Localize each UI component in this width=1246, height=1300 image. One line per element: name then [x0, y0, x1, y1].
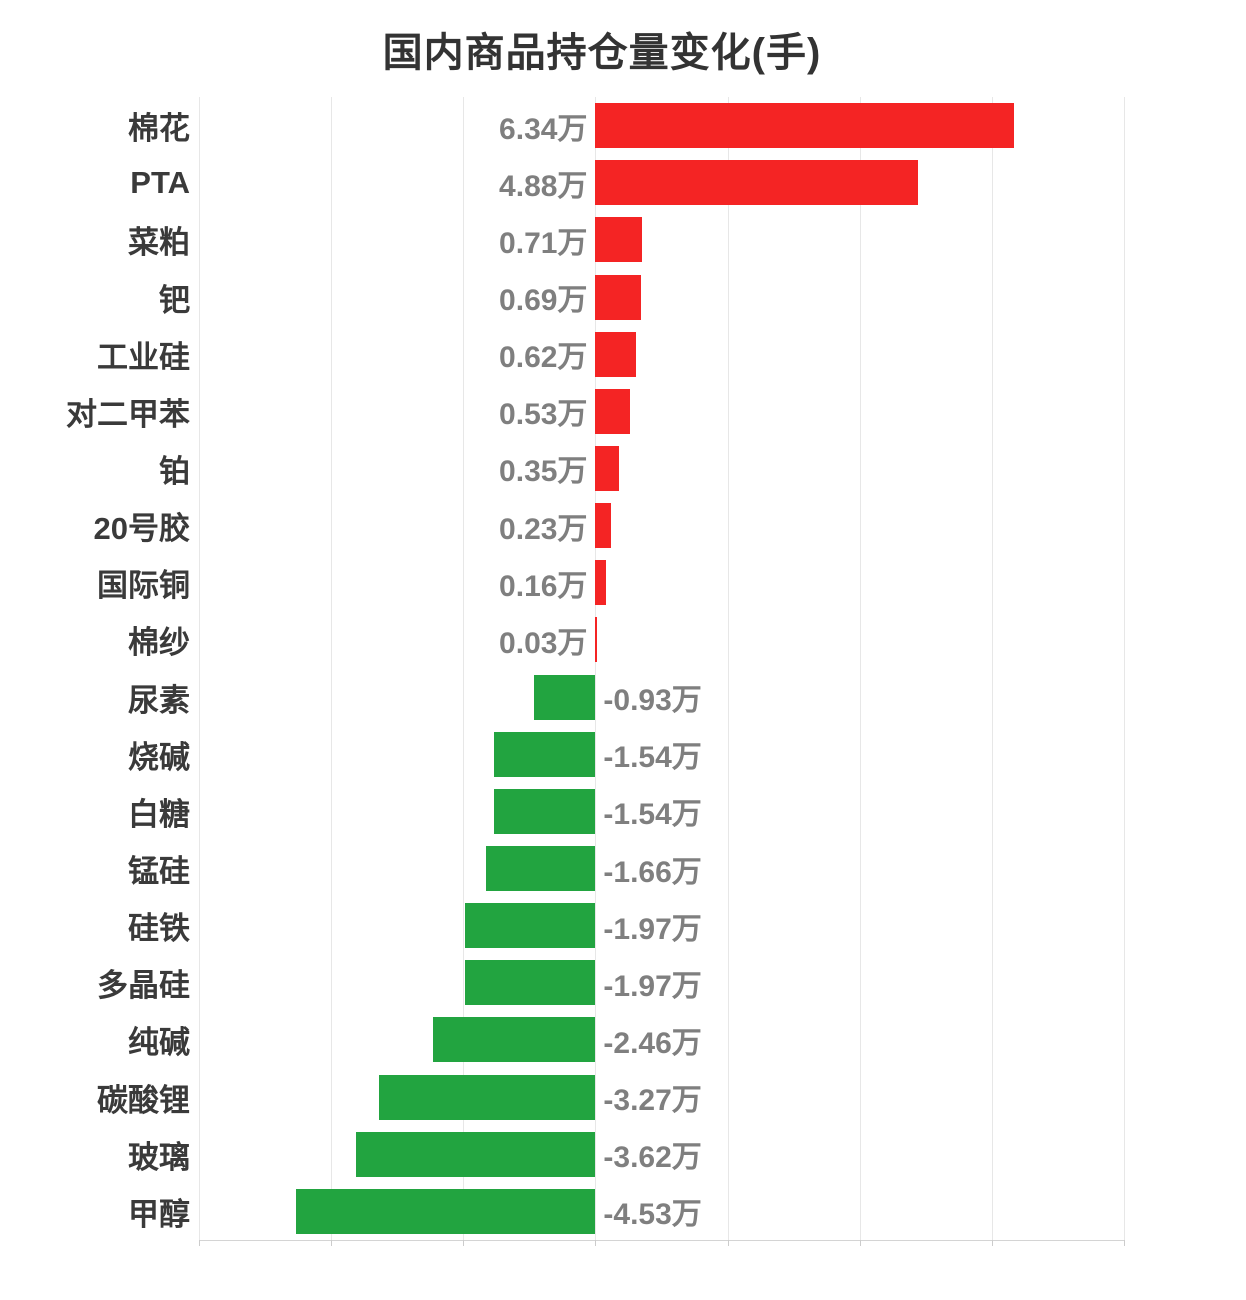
value-label: -3.27万	[603, 1084, 702, 1118]
category-label: 烧碱	[128, 739, 190, 775]
category-label: 棉花	[128, 111, 190, 147]
value-label: -1.66万	[603, 855, 702, 889]
gridline	[1124, 97, 1125, 1240]
gridline	[595, 97, 597, 1240]
axis-tick	[331, 1240, 333, 1246]
category-label: PTA	[130, 164, 190, 200]
category-label: 甲醇	[128, 1196, 190, 1232]
gridline	[727, 97, 729, 1240]
value-label: 0.69万	[499, 284, 588, 317]
value-label: -1.54万	[603, 798, 702, 832]
bar	[595, 160, 918, 206]
value-label: -0.93万	[603, 684, 702, 718]
plot-area: 6.34万 4.88万 0.71万 0.69万 0.62万 0.53万 0.35万 0.23万…	[199, 97, 1125, 1246]
category-label: 对二甲苯	[66, 396, 190, 432]
category-label: 菜粕	[128, 225, 190, 261]
value-label: -1.97万	[603, 969, 702, 1003]
category-label: 硅铁	[128, 911, 190, 947]
category-label: 钯	[159, 282, 190, 318]
bar	[595, 274, 641, 320]
bar	[595, 103, 1015, 149]
category-label: 纯碱	[128, 1025, 190, 1061]
category-label: 棉纱	[128, 625, 190, 661]
bar	[595, 331, 637, 377]
bar	[356, 1131, 596, 1177]
value-label: -2.46万	[603, 1026, 702, 1060]
value-label: 0.23万	[499, 512, 588, 546]
category-label: 多晶硅	[97, 968, 190, 1004]
axis-tick	[1124, 1240, 1125, 1246]
bar	[296, 1188, 596, 1234]
axis-tick	[991, 1240, 993, 1246]
bar	[465, 960, 596, 1006]
bar	[493, 731, 596, 777]
category-label: 玻璃	[128, 1139, 190, 1175]
bar	[595, 617, 598, 663]
category-label: 锰硅	[128, 854, 190, 889]
bar	[465, 903, 596, 949]
value-label: 4.88万	[499, 169, 588, 203]
value-label: 0.35万	[499, 455, 588, 489]
gridline	[199, 97, 200, 1240]
category-label: 碳酸锂	[97, 1082, 190, 1118]
value-label: -3.62万	[603, 1141, 702, 1175]
gridline	[991, 97, 993, 1240]
value-label: 0.71万	[499, 226, 588, 260]
value-label: -1.97万	[603, 912, 702, 946]
bar	[595, 560, 606, 606]
value-label: 0.03万	[499, 626, 588, 660]
axis-tick	[595, 1240, 597, 1246]
axis-tick	[859, 1240, 861, 1246]
bar	[485, 846, 596, 892]
axis-tick	[727, 1240, 729, 1246]
value-label: 0.53万	[499, 398, 588, 432]
value-label: -4.53万	[603, 1198, 702, 1232]
gridline	[859, 97, 861, 1240]
bar	[379, 1074, 596, 1120]
category-label: 尿素	[128, 682, 190, 718]
gridline	[463, 97, 465, 1240]
value-label: 0.62万	[499, 341, 588, 375]
bar	[595, 445, 619, 491]
bar	[595, 388, 631, 434]
axis-tick	[463, 1240, 465, 1246]
category-label: 国际铜	[97, 568, 190, 604]
category-label: 铂	[159, 453, 190, 489]
category-label: 工业硅	[97, 339, 190, 375]
value-label: 6.34万	[499, 112, 588, 146]
bar	[595, 503, 611, 549]
value-label: 0.16万	[499, 569, 588, 603]
category-label: 20号胶	[93, 511, 190, 547]
gridline	[331, 97, 333, 1240]
bar	[533, 674, 596, 720]
category-label: 白糖	[128, 796, 190, 832]
value-label: -1.54万	[603, 741, 702, 775]
chart-title: 国内商品持仓量变化(手)	[382, 31, 822, 75]
bar	[595, 217, 643, 263]
bar	[493, 788, 596, 834]
bar	[432, 1017, 596, 1063]
axis-tick	[199, 1240, 200, 1246]
